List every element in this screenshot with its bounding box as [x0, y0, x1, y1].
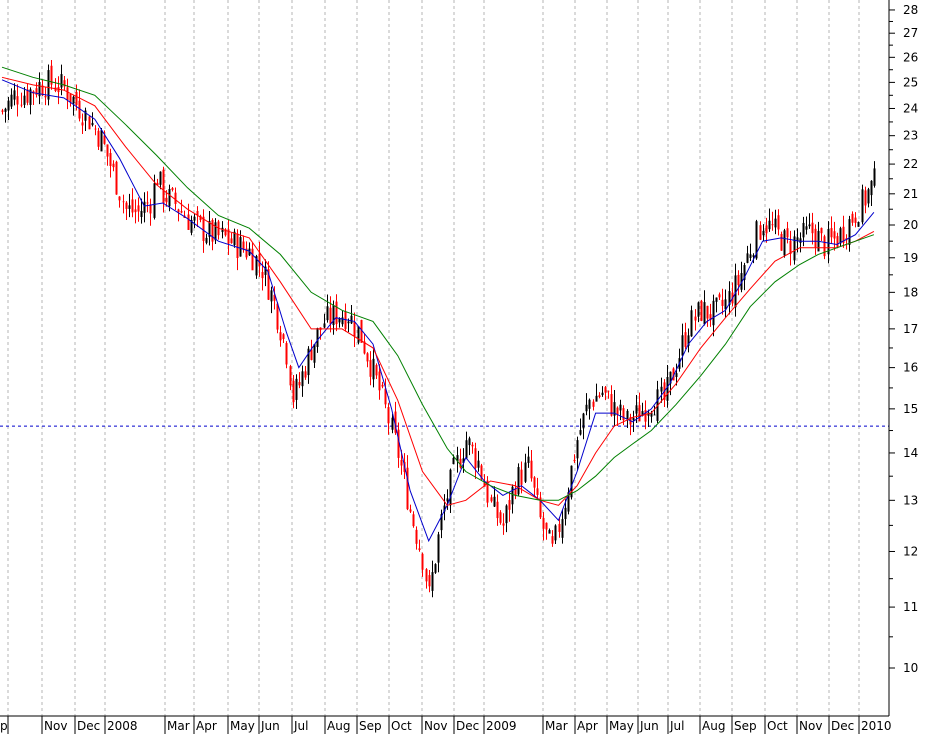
x-axis-ticks: p Nov Dec 2008 Mar Apr May Jun Jul Aug Sep Oct Nov De… [0, 716, 892, 734]
y-tick-label: 13 [903, 493, 918, 507]
x-tick-label: Aug [702, 719, 725, 733]
x-tick-label: p [0, 719, 8, 733]
x-tick-label: Jul [669, 719, 684, 733]
x-tick-label: Jun [639, 719, 659, 733]
x-tick-label: Apr [577, 719, 598, 733]
y-tick-label: 22 [903, 157, 918, 171]
x-tick-label: May [609, 719, 634, 733]
y-tick-label: 11 [903, 600, 918, 614]
grid-lines [7, 0, 860, 716]
x-tick-label: Aug [327, 719, 350, 733]
x-tick-label: Mar [545, 719, 568, 733]
x-tick-label: 2010 [861, 719, 892, 733]
price-bars [1, 60, 876, 598]
y-tick-label: 10 [903, 661, 918, 675]
y-tick-label: 19 [903, 251, 918, 265]
y-tick-label: 28 [903, 3, 918, 17]
x-tick-label: Dec [831, 719, 854, 733]
x-tick-label: 2009 [486, 719, 517, 733]
x-tick-label: Sep [734, 719, 757, 733]
y-tick-label: 20 [903, 218, 918, 232]
x-tick-label: Nov [424, 719, 447, 733]
y-tick-label: 25 [903, 75, 918, 89]
x-tick-label: Jun [260, 719, 280, 733]
y-tick-label: 26 [903, 50, 918, 64]
moving-average-line-2 [1, 76, 875, 506]
x-tick-label: 2008 [107, 719, 138, 733]
y-tick-label: 16 [903, 361, 918, 375]
y-tick-label: 21 [903, 187, 918, 201]
x-tick-label: Sep [359, 719, 382, 733]
y-tick-label: 18 [903, 285, 918, 299]
y-tick-label: 24 [903, 101, 918, 115]
x-tick-label: Dec [456, 719, 479, 733]
x-tick-label: Nov [44, 719, 67, 733]
y-tick-label: 14 [903, 446, 918, 460]
x-tick-label: Jul [293, 719, 308, 733]
y-tick-label: 23 [903, 129, 918, 143]
x-tick-label: Mar [167, 719, 190, 733]
x-tick-label: Oct [391, 719, 412, 733]
y-axis-ticks: 10 11 12 13 14 15 16 17 18 19 20 21 22 23 24 25 26 27 28 [889, 3, 918, 675]
y-tick-label: 15 [903, 402, 918, 416]
x-tick-label: Dec [77, 719, 100, 733]
x-tick-label: May [230, 719, 255, 733]
y-tick-label: 17 [903, 322, 918, 336]
x-tick-label: Nov [799, 719, 822, 733]
moving-average-lines [1, 66, 875, 543]
moving-average-line-1 [1, 79, 875, 543]
x-tick-label: Oct [767, 719, 788, 733]
x-tick-label: Apr [196, 719, 217, 733]
y-tick-label: 12 [903, 544, 918, 558]
moving-average-line-3 [1, 66, 875, 501]
y-tick-label: 27 [903, 26, 918, 40]
